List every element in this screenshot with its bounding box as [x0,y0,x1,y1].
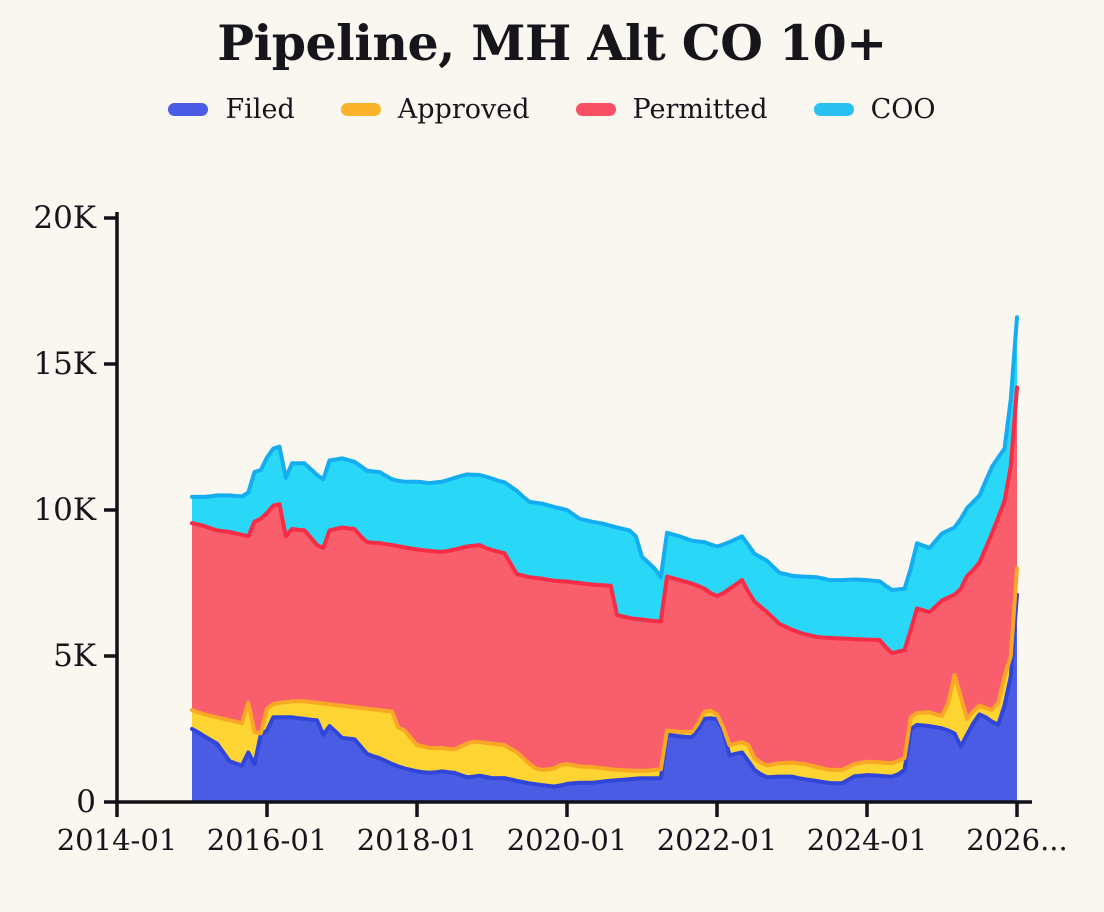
y-tick-label: 15K [33,346,96,382]
area-approved [192,568,1017,787]
area-permitted [192,387,1017,771]
area-filed [192,594,1017,802]
x-tick-label: 2020-01 [507,823,628,857]
x-tick-label: 2018-01 [357,823,478,857]
x-tick-label: 2024-01 [807,823,928,857]
area-outline-permitted [190,385,1019,656]
area-outline-coo [190,315,1019,592]
y-tick-label: 0 [76,784,96,820]
x-tick-label: 2016-01 [207,823,328,857]
y-tick-label: 5K [53,638,97,674]
x-tick-label: 2022-01 [657,823,778,857]
y-tick-label: 20K [33,200,96,236]
y-tick-label: 10K [33,492,96,528]
area-outline-approved [190,566,1019,773]
area-outline-filed [190,592,1019,789]
x-tick-label: 2014-01 [57,823,178,857]
area-coo [192,317,1017,654]
x-tick-label: 2026... [966,823,1067,857]
